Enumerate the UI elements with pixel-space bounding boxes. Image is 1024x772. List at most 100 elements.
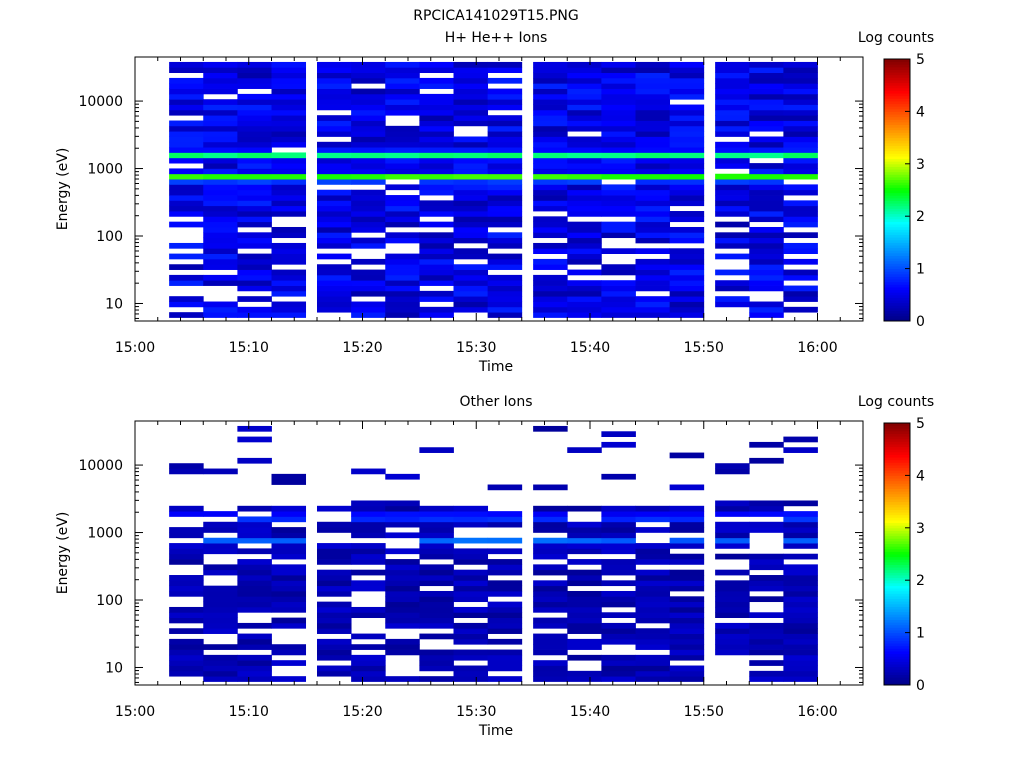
heatmap-cell <box>237 253 272 260</box>
heatmap-cell <box>317 575 352 581</box>
heatmap-cell <box>237 115 272 121</box>
heatmap-cell <box>351 580 386 587</box>
heatmap-cell <box>601 93 636 100</box>
heatmap-cell <box>783 131 818 137</box>
heatmap-cell <box>237 200 272 207</box>
heatmap-cell <box>783 553 818 560</box>
heatmap-cell <box>351 221 386 228</box>
heatmap-cell <box>635 61 671 68</box>
heatmap-cell <box>453 147 489 153</box>
heatmap-cell <box>601 83 636 89</box>
heatmap-cell <box>419 67 454 73</box>
heatmap-cell <box>487 216 523 223</box>
heatmap-cell <box>601 670 636 677</box>
heatmap-cell <box>567 521 602 528</box>
heatmap-cell <box>567 285 602 292</box>
heatmap-cell <box>601 77 636 84</box>
heatmap-cell <box>419 269 454 276</box>
heatmap-cell <box>385 569 420 576</box>
heatmap-cell <box>317 306 352 313</box>
heatmap-cell <box>271 211 307 217</box>
heatmap-cell <box>669 115 705 121</box>
heatmap-cell <box>271 253 307 260</box>
heatmap-cell <box>715 67 750 73</box>
heatmap-cell <box>669 505 705 512</box>
heatmap-cell <box>385 173 420 180</box>
heatmap-cell <box>317 670 352 677</box>
heatmap-cell <box>169 77 204 84</box>
heatmap-cell <box>487 484 523 491</box>
heatmap-cell <box>669 612 705 618</box>
colorbar-segment <box>884 593 910 597</box>
colorbar-segment <box>884 119 910 123</box>
heatmap-cell <box>271 537 307 544</box>
heatmap-cell <box>169 312 204 318</box>
heatmap-cell <box>453 77 489 84</box>
heatmap-cell <box>635 274 671 281</box>
heatmap-cell <box>317 237 352 244</box>
heatmap-cell <box>715 115 750 121</box>
heatmap-cell <box>669 141 705 148</box>
heatmap-cell <box>419 120 454 127</box>
heatmap-cell <box>203 274 238 281</box>
heatmap-cell <box>203 237 238 244</box>
heatmap-cell <box>237 274 272 281</box>
heatmap-cell <box>601 521 636 528</box>
heatmap-cell <box>715 511 750 517</box>
heatmap-cell <box>487 163 523 169</box>
heatmap-cell <box>715 109 750 116</box>
colorbar-tick-label: 3 <box>916 521 925 537</box>
heatmap-cell <box>783 617 818 624</box>
heatmap-cell <box>271 109 307 116</box>
heatmap-cell <box>635 147 671 153</box>
heatmap-cell <box>385 559 420 565</box>
heatmap-cell <box>419 136 454 143</box>
heatmap-cell <box>487 569 523 576</box>
heatmap-cell <box>783 93 818 100</box>
heatmap-cell <box>237 221 272 228</box>
heatmap-cell <box>487 521 523 528</box>
heatmap-cell <box>487 61 523 68</box>
heatmap-cell <box>385 564 420 571</box>
colorbar-segment <box>884 184 910 188</box>
colorbar-segment <box>884 250 910 254</box>
heatmap-cell <box>487 237 523 244</box>
heatmap-cell <box>669 264 705 270</box>
colorbar-segment <box>884 443 910 448</box>
heatmap-cell <box>385 516 420 523</box>
heatmap-cell <box>453 232 489 239</box>
heatmap-cell <box>783 516 818 523</box>
heatmap-cell <box>271 617 307 624</box>
colorbar-segment <box>884 176 910 181</box>
colorbar-frame <box>883 422 911 686</box>
heatmap-cell <box>487 264 523 270</box>
heatmap-cell <box>351 237 386 244</box>
heatmap-cell <box>169 654 204 661</box>
heatmap-cell <box>715 527 750 533</box>
heatmap-cell <box>487 585 523 592</box>
heatmap-cell <box>453 216 489 223</box>
heatmap-cell <box>169 195 204 201</box>
heatmap-cell <box>271 269 307 276</box>
heatmap-cell <box>271 280 307 286</box>
heatmap-cell <box>783 654 818 661</box>
heatmap-cell <box>669 173 705 180</box>
heatmap-cell <box>317 147 352 153</box>
heatmap-cell <box>669 665 705 672</box>
heatmap-cell <box>419 505 454 512</box>
heatmap-cell <box>271 120 307 127</box>
heatmap-cell <box>237 285 272 292</box>
heatmap-cell <box>715 88 750 95</box>
heatmap-cell <box>271 163 307 169</box>
heatmap-cell <box>237 633 272 640</box>
heatmap-cell <box>169 585 204 592</box>
heatmap-cell <box>533 665 568 672</box>
heatmap-cell <box>351 157 386 164</box>
colorbar-segment <box>884 677 910 681</box>
colorbar-segment <box>884 252 910 256</box>
heatmap-cell <box>749 633 784 640</box>
heatmap-cell <box>567 88 602 95</box>
colorbar-segment <box>884 174 910 178</box>
heatmap-cell <box>385 131 420 137</box>
heatmap-cell <box>453 99 489 105</box>
